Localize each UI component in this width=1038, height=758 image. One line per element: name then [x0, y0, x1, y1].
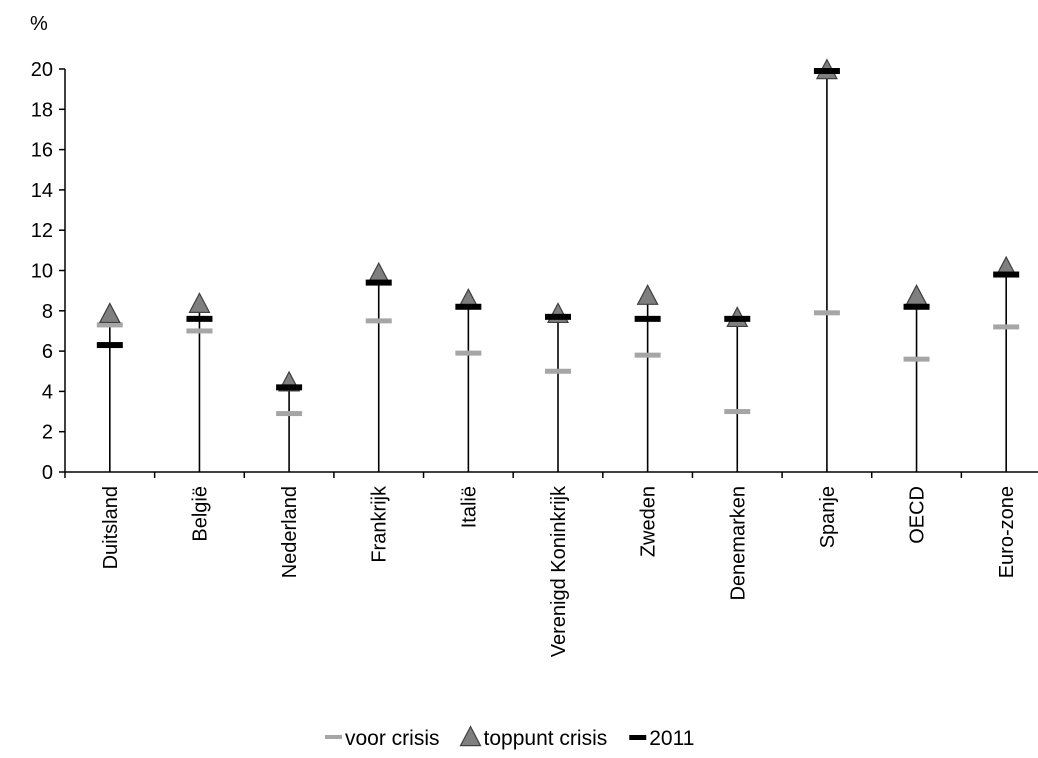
marker-voor-crisis — [903, 356, 930, 362]
y-tick-label: 20 — [31, 59, 53, 81]
marker-voor-crisis — [186, 328, 213, 334]
category-label: Spanje — [817, 486, 839, 548]
marker-2011 — [993, 271, 1020, 278]
y-tick-label: 10 — [31, 261, 53, 283]
stem-lines — [109, 71, 1007, 472]
legend-swatch-voor-crisis — [325, 735, 342, 739]
marker-2011 — [724, 315, 751, 322]
marker-2011 — [903, 303, 930, 310]
marker-2011 — [96, 342, 123, 349]
y-tick-label: 18 — [31, 99, 53, 121]
y-tick-label: 4 — [42, 381, 53, 403]
legend-label: 2011 — [649, 727, 694, 750]
marker-2011 — [545, 313, 571, 320]
category-labels: Duitsland België Nederland Frankrijk Italië V… — [100, 485, 1018, 657]
marker-voor-crisis — [365, 318, 392, 324]
marker-toppunt-crisis — [98, 302, 121, 324]
marker-voor-crisis — [96, 322, 123, 328]
category-label: Denemarken — [727, 486, 749, 601]
marker-2011 — [634, 315, 661, 322]
category-label: Verenigd Koninkrijk — [548, 485, 570, 657]
marker-voor-crisis — [993, 324, 1020, 330]
legend-swatch-2011 — [629, 735, 647, 740]
y-tick-label: 14 — [31, 180, 53, 202]
marker-2011 — [186, 315, 213, 322]
marker-voor-crisis — [813, 310, 840, 316]
category-label: OECD — [907, 486, 929, 544]
marker-2011 — [813, 68, 840, 75]
marker-voor-crisis — [276, 411, 303, 417]
marker-toppunt-crisis — [367, 261, 390, 283]
data-markers — [96, 58, 1020, 417]
category-label: Frankrijk — [369, 485, 391, 563]
marker-voor-crisis — [455, 350, 482, 356]
marker-2011 — [276, 384, 303, 391]
legend: voor crisis toppunt crisis 2011 — [325, 725, 694, 750]
y-axis: 0 2 4 6 8 10 12 14 16 18 20 — [31, 59, 66, 484]
y-tick-label: 6 — [42, 341, 53, 363]
y-axis-unit-label: % — [30, 13, 48, 35]
y-tick-label: 12 — [31, 220, 53, 242]
legend-swatch-toppunt-crisis — [459, 725, 482, 747]
category-label: Italië — [458, 486, 480, 528]
category-label: Zweden — [638, 486, 660, 557]
category-label: Nederland — [279, 486, 301, 578]
legend-label: toppunt crisis — [484, 727, 608, 750]
marker-toppunt-crisis — [188, 292, 211, 313]
marker-toppunt-crisis — [905, 284, 928, 305]
y-tick-label: 16 — [31, 140, 53, 162]
category-label: Duitsland — [100, 486, 122, 569]
category-label: Euro-zone — [996, 486, 1018, 578]
marker-voor-crisis — [724, 409, 751, 415]
marker-toppunt-crisis — [636, 284, 659, 305]
y-tick-label: 8 — [42, 301, 53, 323]
y-tick-label: 2 — [42, 422, 53, 444]
marker-2011 — [455, 303, 482, 310]
marker-voor-crisis — [545, 368, 571, 374]
category-label: België — [189, 486, 211, 542]
x-axis — [64, 471, 1038, 478]
marker-voor-crisis — [634, 352, 661, 358]
y-tick-label: 0 — [42, 462, 53, 484]
legend-label: voor crisis — [345, 727, 440, 750]
marker-2011 — [365, 279, 392, 286]
